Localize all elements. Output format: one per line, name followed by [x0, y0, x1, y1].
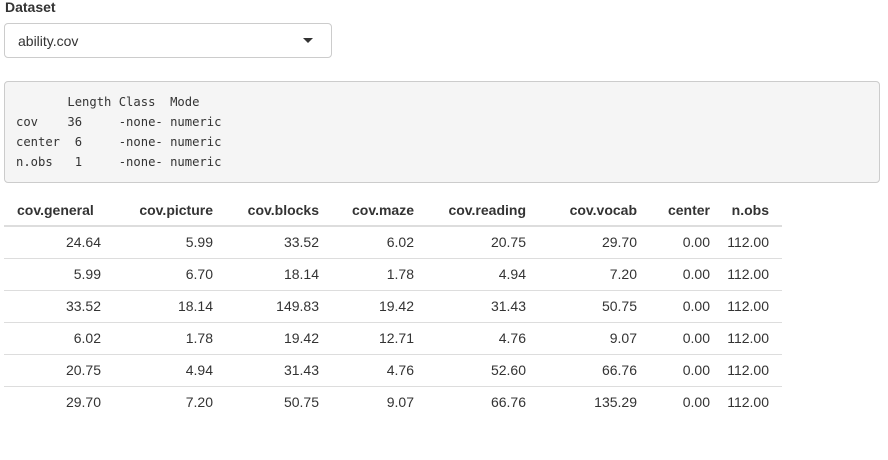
- table-cell: 6.02: [332, 226, 427, 259]
- table-cell: 33.52: [4, 290, 114, 323]
- table-cell: 6.70: [114, 258, 226, 291]
- column-header: center: [650, 195, 723, 227]
- table-cell: 29.70: [65, 393, 101, 410]
- table-cell: 135.29: [594, 393, 637, 410]
- table-cell: 33.52: [226, 226, 332, 259]
- table-cell: 12.71: [332, 322, 427, 355]
- table-cell: 50.75: [539, 290, 650, 323]
- table-cell: 112.00: [723, 226, 782, 259]
- data-table: cov.general cov.picture cov.blocks cov.m…: [4, 195, 782, 418]
- table-cell: 29.70: [539, 226, 650, 259]
- table-cell: 112.00: [727, 393, 769, 410]
- dataset-select[interactable]: ability.cov: [4, 23, 332, 58]
- table-cell: 20.75: [4, 354, 114, 387]
- table-row: 24.64 5.99 33.52 6.02 20.75 29.70 0.00 1…: [4, 226, 782, 259]
- column-header: cov.vocab: [539, 195, 650, 227]
- table-cell: 5.99: [4, 258, 114, 291]
- table-row: 20.75 4.94 31.43 4.76 52.60 66.76 0.00 1…: [4, 354, 782, 387]
- table-cell: 66.76: [490, 393, 526, 410]
- table-cell: 24.64: [4, 226, 114, 259]
- table-cell: 6.02: [4, 322, 114, 355]
- table-cell: 7.20: [185, 393, 213, 410]
- table-cell: 0.00: [650, 290, 723, 323]
- summary-line: cov 36 -none- numeric: [16, 115, 222, 129]
- table-cell: 31.43: [226, 354, 332, 387]
- column-header: cov.blocks: [226, 195, 332, 227]
- table-cell: 52.60: [427, 354, 539, 387]
- column-header: cov.maze: [332, 195, 427, 227]
- summary-output: Length Class Mode cov 36 -none- numeric c…: [4, 81, 880, 183]
- column-header: cov.reading: [427, 195, 539, 227]
- table-cell: 0.00: [650, 258, 723, 291]
- table-cell: 9.07: [539, 322, 650, 355]
- chevron-down-icon: [303, 38, 313, 43]
- column-header: n.obs: [723, 195, 782, 227]
- table-cell: 4.94: [114, 354, 226, 387]
- column-header: cov.picture: [114, 195, 226, 227]
- table-cell: 9.07: [386, 393, 414, 410]
- table-cell: 0.00: [650, 322, 723, 355]
- table-cell: 4.94: [427, 258, 539, 291]
- table-cell: 66.76: [539, 354, 650, 387]
- dataset-select-value: ability.cov: [18, 33, 79, 49]
- dataset-label: Dataset: [5, 0, 56, 15]
- table-cell: 112.00: [723, 322, 782, 355]
- table-header-row: cov.general cov.picture cov.blocks cov.m…: [4, 195, 782, 227]
- table-cell: 50.75: [283, 393, 319, 410]
- column-header: cov.general: [4, 195, 114, 227]
- table-cell: 18.14: [114, 290, 226, 323]
- table-cell: 0.00: [682, 393, 710, 410]
- table-cell: 112.00: [723, 290, 782, 323]
- table-cell: 0.00: [650, 226, 723, 259]
- table-row: 33.52 18.14 149.83 19.42 31.43 50.75 0.0…: [4, 290, 782, 323]
- table-cell: 1.78: [114, 322, 226, 355]
- table-cell: 19.42: [332, 290, 427, 323]
- table-cell: 1.78: [332, 258, 427, 291]
- table-row: 29.70 7.20 50.75 9.07 66.76 135.29 0.00 …: [4, 386, 782, 418]
- table-cell: 31.43: [427, 290, 539, 323]
- table-cell: 4.76: [427, 322, 539, 355]
- table-cell: 5.99: [114, 226, 226, 259]
- table-cell: 18.14: [226, 258, 332, 291]
- table-cell: 149.83: [226, 290, 332, 323]
- table-cell: 19.42: [226, 322, 332, 355]
- table-cell: 112.00: [723, 258, 782, 291]
- table-row: 6.02 1.78 19.42 12.71 4.76 9.07 0.00 112…: [4, 322, 782, 355]
- summary-line: Length Class Mode: [16, 95, 222, 109]
- table-cell: 7.20: [539, 258, 650, 291]
- table-row: 5.99 6.70 18.14 1.78 4.94 7.20 0.00 112.…: [4, 258, 782, 291]
- summary-line: n.obs 1 -none- numeric: [16, 155, 222, 169]
- summary-line: center 6 -none- numeric: [16, 135, 222, 149]
- table-cell: 4.76: [332, 354, 427, 387]
- table-cell: 0.00: [650, 354, 723, 387]
- table-cell: 20.75: [427, 226, 539, 259]
- table-cell: 112.00: [723, 354, 782, 387]
